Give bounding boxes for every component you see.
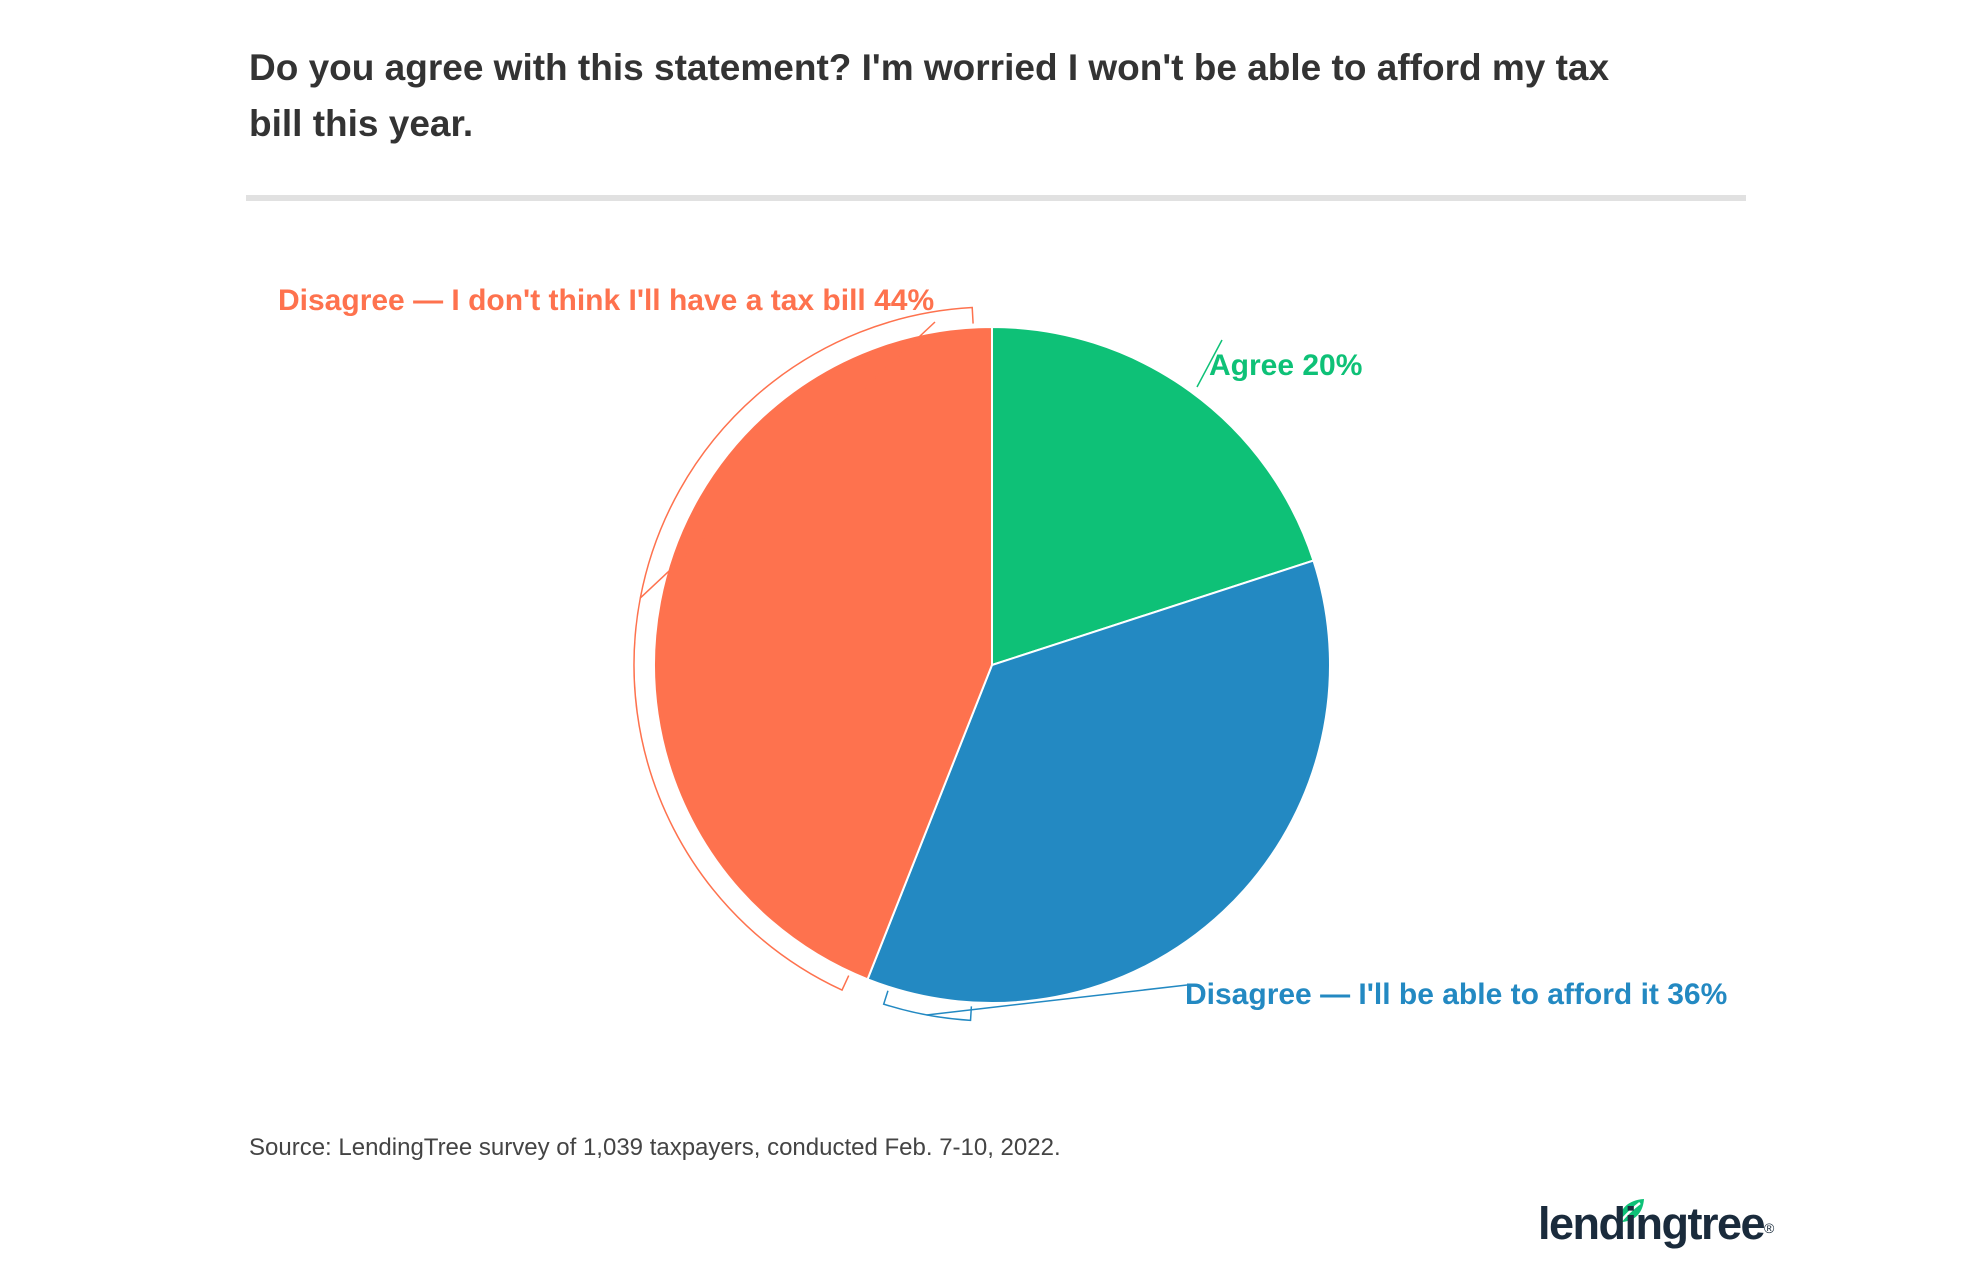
leader-line-3	[639, 321, 936, 599]
logo-text: lendingtree	[1538, 1198, 1766, 1249]
pie-slice-3	[653, 325, 993, 981]
data-label-1: Agree 20%	[1209, 349, 1362, 382]
data-label-2: Disagree — I'll be able to afford it 36%	[1185, 978, 1727, 1011]
data-label-3: Disagree — I don't think I'll have a tax…	[278, 284, 934, 317]
lendingtree-logo: lendingtree®	[1538, 1198, 1774, 1250]
pie-slice-2	[866, 559, 1332, 1004]
pie-slice-1	[991, 325, 1315, 667]
source-note: Source: LendingTree survey of 1,039 taxp…	[249, 1134, 1061, 1161]
chart-title: Do you agree with this statement? I'm wo…	[249, 47, 1610, 144]
leader-line-2	[926, 984, 1188, 1016]
leaf-icon	[1619, 1199, 1644, 1223]
registered-mark: ®	[1764, 1220, 1775, 1236]
title-divider	[246, 195, 1746, 201]
leader-line-1	[1196, 339, 1223, 388]
